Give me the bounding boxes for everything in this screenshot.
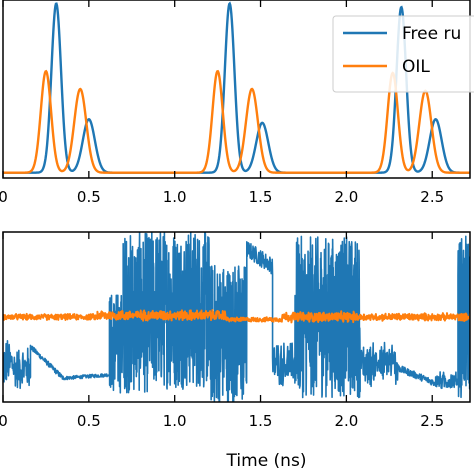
- x-tick-label: 2.5: [420, 412, 444, 430]
- x-tick-label: 1.5: [249, 188, 273, 206]
- top-panel: 0 0.5 1.0 1.5 2.0 2.5 Free ru OIL: [0, 0, 474, 206]
- x-tick-label: 2.0: [334, 412, 358, 430]
- series-oil-bottom: [3, 309, 470, 324]
- x-tick-label: 1.5: [249, 412, 273, 430]
- legend: Free ru OIL: [332, 15, 474, 93]
- bottom-plot-lines: [3, 232, 470, 402]
- x-tick-label: 0: [0, 188, 8, 206]
- x-tick-label: 0: [0, 412, 8, 430]
- series-free-running-bottom: [3, 232, 470, 402]
- x-tick-label: 1.0: [163, 412, 187, 430]
- x-tick-label: 0.5: [77, 188, 101, 206]
- top-x-ticks: 0 0.5 1.0 1.5 2.0 2.5: [0, 0, 444, 206]
- x-axis-label: Time (ns): [226, 451, 307, 471]
- bottom-panel: 0 0.5 1.0 1.5 2.0 2.5 Time (ns): [0, 231, 471, 471]
- x-tick-label: 2.5: [420, 188, 444, 206]
- bottom-axes-frame: [2, 231, 471, 403]
- legend-label-free-running: Free ru: [402, 24, 461, 44]
- bottom-x-ticks: 0 0.5 1.0 1.5 2.0 2.5: [0, 232, 444, 430]
- series-free-running-top: [3, 1, 470, 174]
- x-tick-label: 0.5: [77, 412, 101, 430]
- legend-label-oil: OIL: [402, 57, 430, 77]
- x-tick-label: 2.0: [334, 188, 358, 206]
- x-tick-label: 1.0: [163, 188, 187, 206]
- legend-box: [332, 15, 474, 93]
